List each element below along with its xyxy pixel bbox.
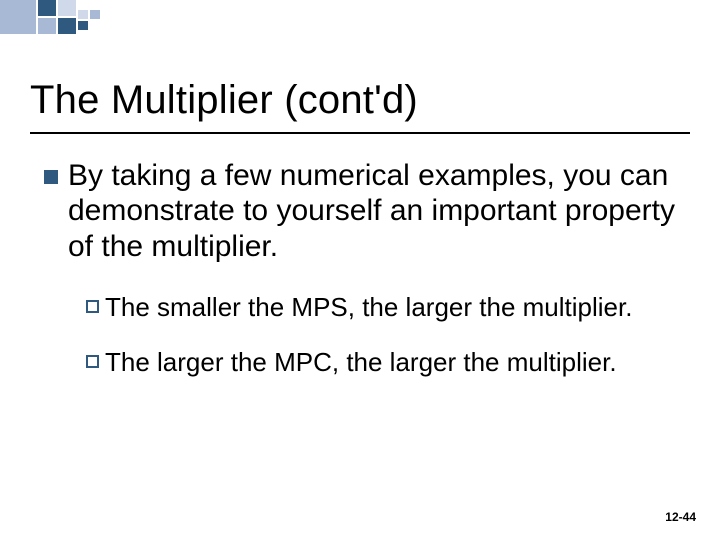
corner-decoration	[0, 0, 140, 36]
square-bullet-icon	[44, 170, 58, 184]
sub-bullet-list: The smaller the MPS, the larger the mult…	[86, 292, 684, 377]
decoration-square	[0, 0, 36, 34]
decoration-square	[78, 10, 88, 19]
decoration-square	[38, 18, 56, 34]
title-underline	[30, 132, 690, 134]
decoration-square	[58, 18, 76, 34]
sub-bullet-item: The smaller the MPS, the larger the mult…	[86, 292, 684, 323]
body-text: By taking a few numerical examples, you …	[68, 158, 684, 264]
slide-title: The Multiplier (cont'd)	[30, 78, 418, 123]
hollow-square-bullet-icon	[86, 300, 99, 313]
decoration-square	[38, 0, 56, 16]
decoration-square	[90, 10, 100, 19]
decoration-square	[58, 0, 76, 16]
sub-bullet-text: The larger the MPC, the larger the multi…	[105, 347, 617, 378]
main-bullet-row: By taking a few numerical examples, you …	[44, 158, 684, 264]
content-area: By taking a few numerical examples, you …	[44, 158, 684, 402]
hollow-square-bullet-icon	[86, 355, 99, 368]
sub-bullet-text: The smaller the MPS, the larger the mult…	[105, 292, 632, 323]
decoration-square	[78, 21, 88, 30]
sub-bullet-item: The larger the MPC, the larger the multi…	[86, 347, 684, 378]
page-number: 12-44	[665, 510, 696, 524]
